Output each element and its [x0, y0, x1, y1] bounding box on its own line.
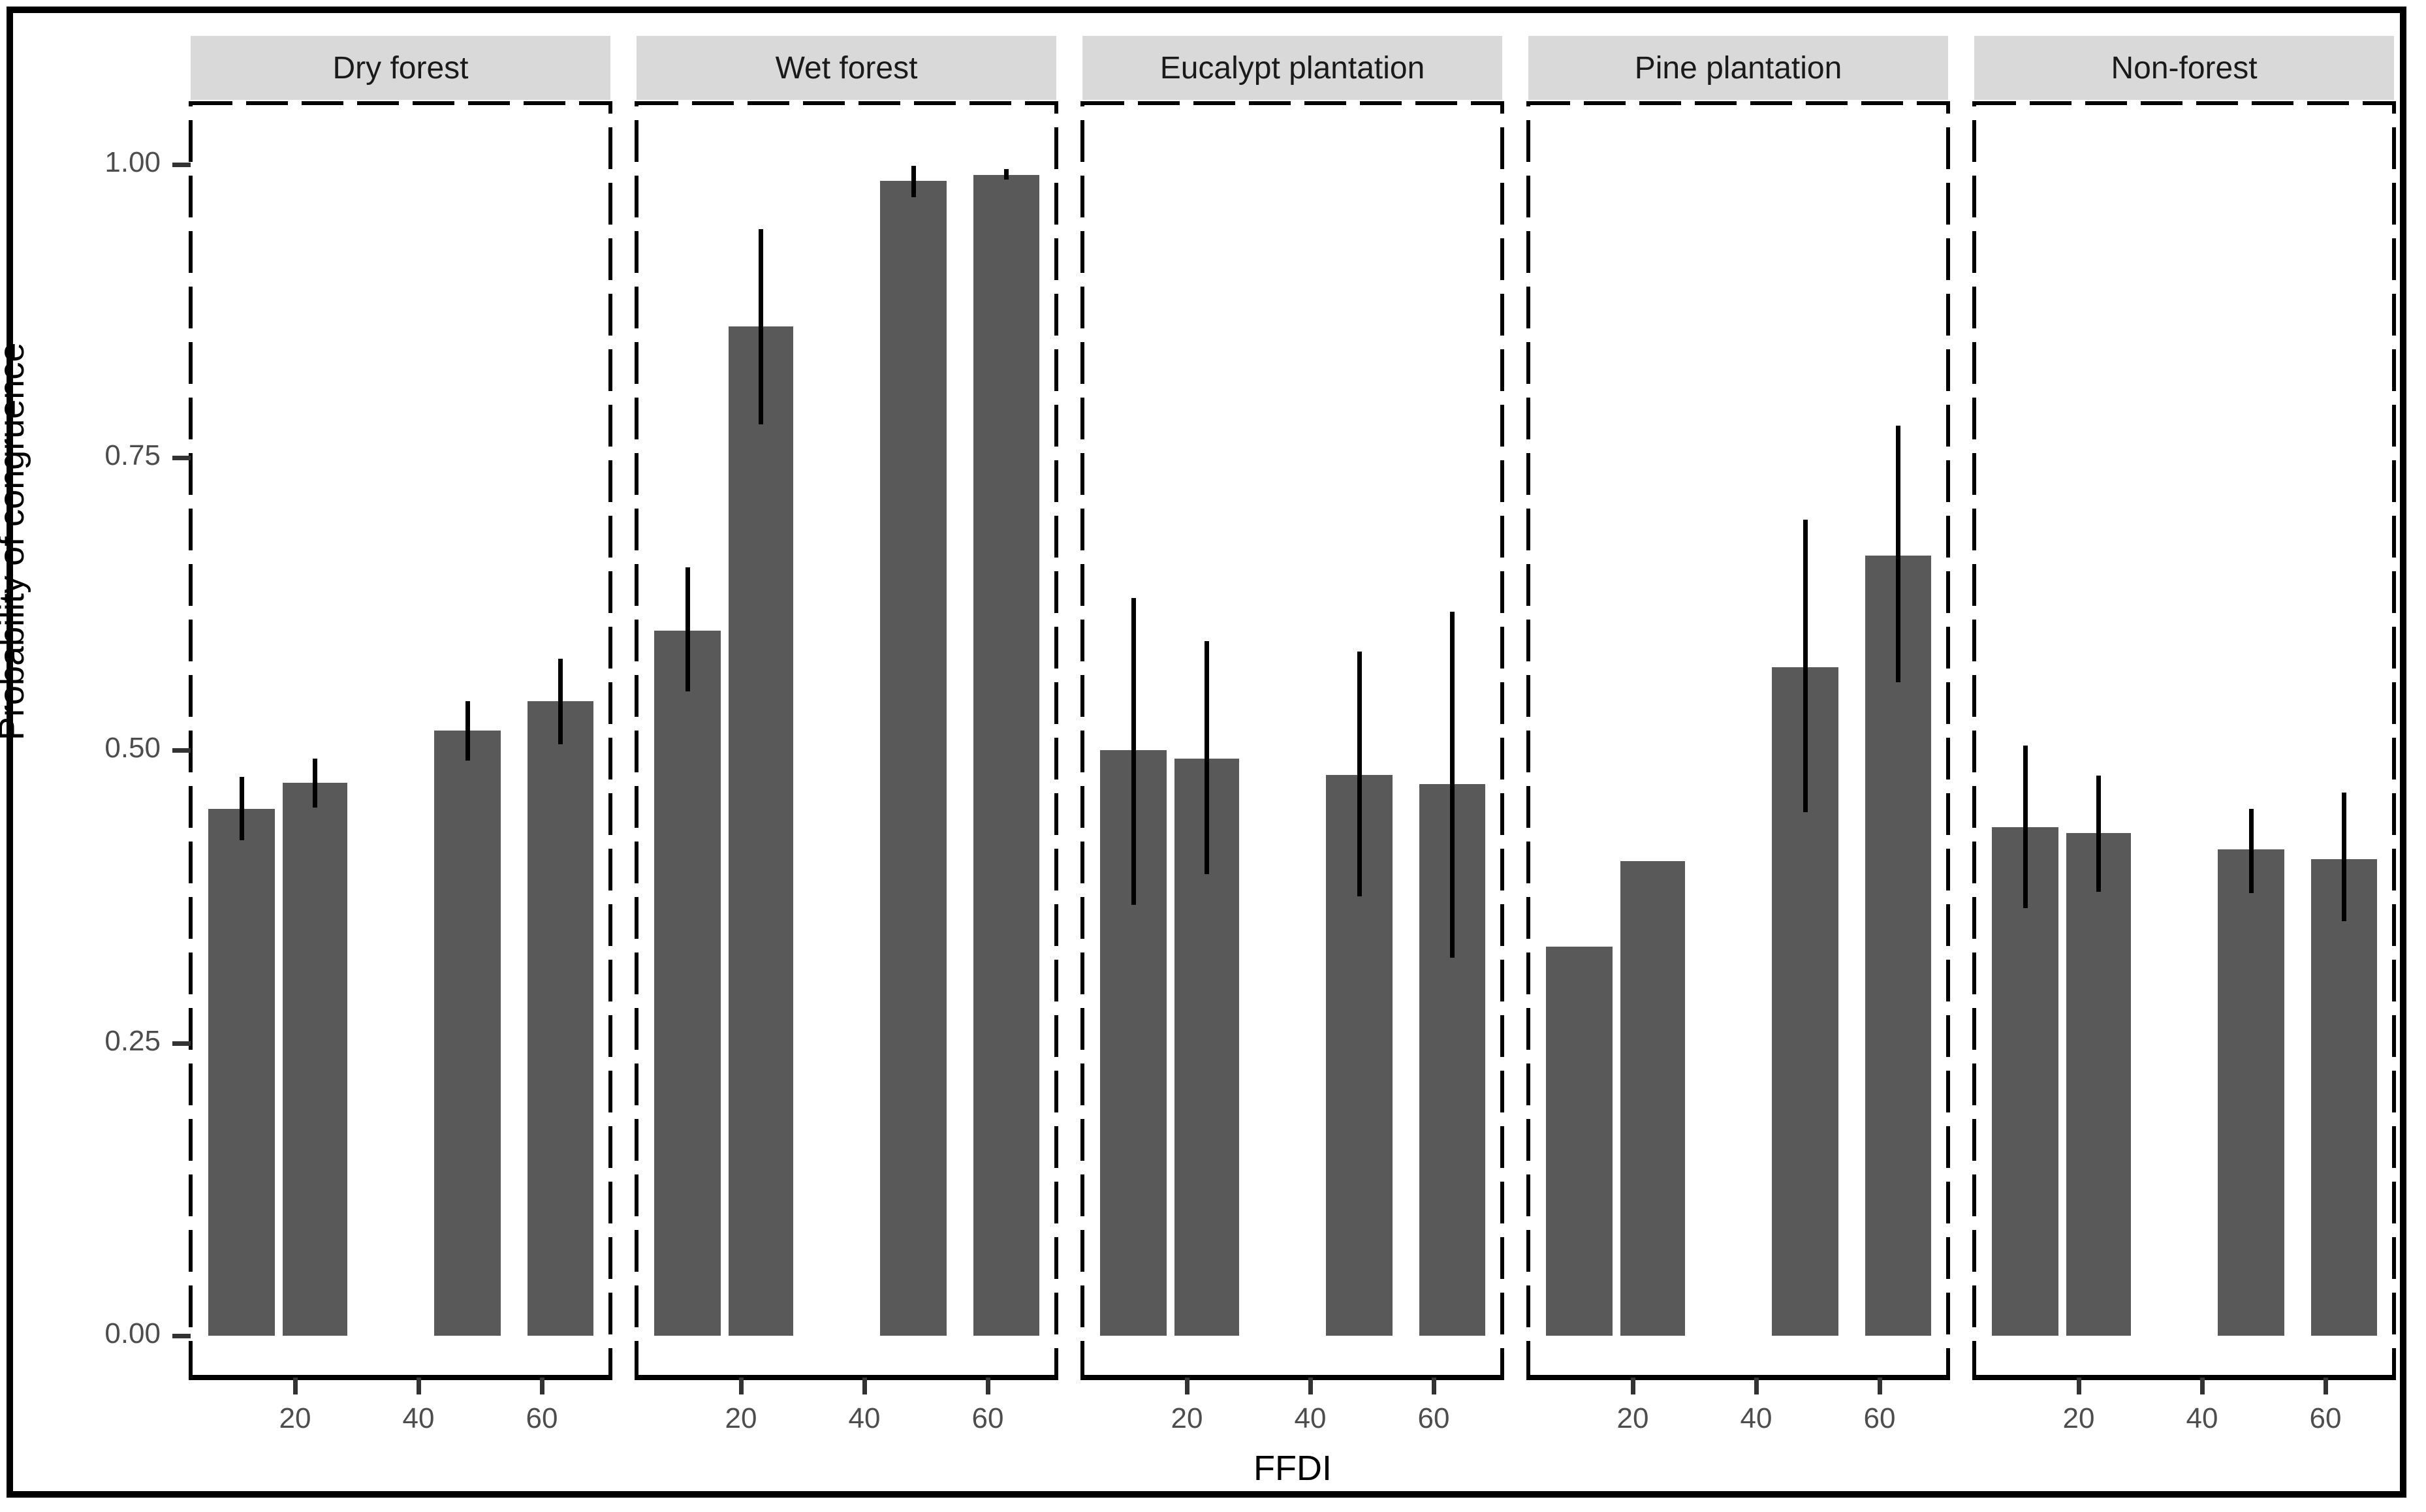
x-tick-label: 40	[848, 1402, 881, 1434]
x-tick-mark	[2077, 1378, 2081, 1394]
x-tick-label: 40	[402, 1402, 435, 1434]
y-tick-label: 0.75	[104, 439, 161, 471]
y-axis-title: Probability of congruence	[0, 342, 31, 740]
facet-strip: Wet forest	[637, 36, 1056, 100]
bar	[1620, 861, 1685, 1336]
x-tick-label: 40	[1740, 1402, 1772, 1434]
y-tick-mark	[172, 748, 191, 753]
error-bar	[2249, 808, 2254, 893]
error-bar	[465, 701, 470, 761]
x-tick-mark	[739, 1378, 744, 1394]
x-tick-label: 60	[1417, 1402, 1450, 1434]
x-tick-label: 40	[2186, 1402, 2218, 1434]
bar	[434, 730, 501, 1336]
error-bar	[1205, 641, 1209, 875]
bar	[729, 326, 793, 1336]
y-tick-mark	[172, 455, 191, 460]
x-tick-mark	[540, 1378, 544, 1394]
bar	[2311, 858, 2377, 1336]
error-bar	[1131, 597, 1136, 905]
x-tick-label: 60	[526, 1402, 558, 1434]
error-bar	[1803, 519, 1808, 813]
facet-strip-label: Eucalypt plantation	[1159, 50, 1425, 86]
facet-strip-label: Wet forest	[775, 50, 918, 86]
facet-strip-label: Non-forest	[2111, 50, 2258, 86]
x-tick-mark	[1308, 1378, 1313, 1394]
y-tick-mark	[172, 1334, 191, 1338]
y-tick-mark	[172, 1041, 191, 1046]
x-tick-label: 20	[2062, 1402, 2095, 1434]
x-tick-mark	[2324, 1378, 2328, 1394]
error-bar	[1357, 652, 1362, 897]
facet-strip: Non-forest	[1974, 36, 2394, 100]
x-tick-mark	[417, 1378, 421, 1394]
bar	[973, 175, 1039, 1336]
x-tick-label: 20	[1171, 1402, 1203, 1434]
error-bar	[1896, 426, 1900, 682]
facet-strip: Eucalypt plantation	[1082, 36, 1502, 100]
bar	[2066, 833, 2131, 1336]
bar	[1546, 947, 1613, 1336]
y-tick-label: 0.25	[104, 1024, 161, 1057]
bar	[208, 808, 275, 1336]
x-tick-mark	[1631, 1378, 1635, 1394]
error-bar	[2023, 745, 2028, 909]
error-bar	[911, 165, 916, 198]
x-tick-label: 60	[971, 1402, 1004, 1434]
x-tick-mark	[1185, 1378, 1189, 1394]
x-tick-label: 60	[1863, 1402, 1896, 1434]
error-bar	[558, 659, 563, 745]
error-bar	[2096, 776, 2101, 892]
y-tick-mark	[172, 163, 191, 167]
error-bar	[240, 777, 244, 841]
x-tick-mark	[1754, 1378, 1759, 1394]
error-bar	[1450, 612, 1455, 958]
y-tick-label: 0.50	[104, 732, 161, 764]
error-bar	[1004, 169, 1009, 180]
error-bar	[2342, 792, 2346, 921]
bar	[528, 701, 593, 1336]
facet-strip-label: Dry forest	[332, 50, 469, 86]
x-tick-label: 60	[2309, 1402, 2342, 1434]
x-tick-mark	[986, 1378, 990, 1394]
y-tick-label: 0.00	[104, 1317, 161, 1349]
x-tick-label: 40	[1294, 1402, 1327, 1434]
x-tick-label: 20	[1616, 1402, 1649, 1434]
bar	[654, 631, 721, 1336]
error-bar	[685, 567, 690, 692]
error-bar	[313, 758, 317, 808]
bar	[283, 783, 347, 1336]
facet-strip-label: Pine plantation	[1634, 50, 1842, 86]
y-tick-label: 1.00	[104, 146, 161, 178]
bar	[1865, 556, 1931, 1336]
bar	[1992, 827, 2058, 1336]
error-bar	[759, 228, 763, 425]
x-axis-title: FFDI	[1253, 1449, 1332, 1488]
bar	[2218, 849, 2284, 1336]
facet-strip: Dry forest	[191, 36, 610, 100]
x-tick-label: 20	[725, 1402, 757, 1434]
x-tick-mark	[862, 1378, 867, 1394]
x-tick-mark	[1432, 1378, 1436, 1394]
x-tick-label: 20	[279, 1402, 311, 1434]
bar	[880, 181, 947, 1336]
facet-strip: Pine plantation	[1528, 36, 1948, 100]
x-tick-mark	[1878, 1378, 1882, 1394]
x-tick-mark	[293, 1378, 298, 1394]
x-tick-mark	[2200, 1378, 2205, 1394]
